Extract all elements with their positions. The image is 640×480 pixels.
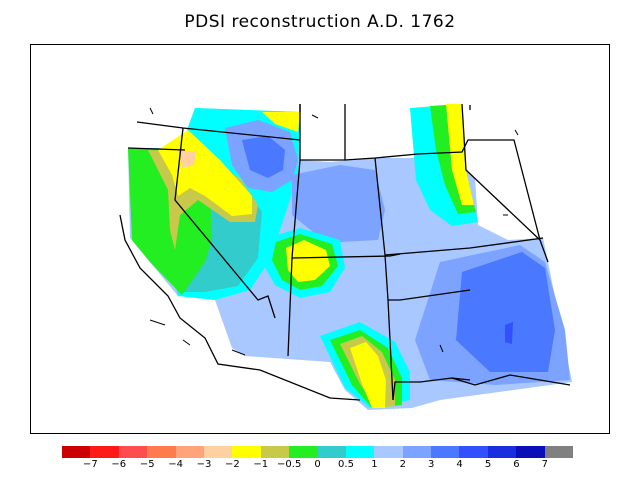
colorbar-tick-label: 2 <box>399 459 406 470</box>
colorbar-tick-label: −1 <box>253 459 269 470</box>
colorbar-swatch <box>62 446 91 458</box>
colorbar-tick-label: 0.5 <box>338 459 354 470</box>
colorbar-swatch <box>487 446 517 458</box>
pdsi-yellow-northeast <box>446 104 474 205</box>
colorbar-tick-label: 7 <box>541 459 548 470</box>
pdsi-blue3-southeast <box>505 322 513 344</box>
colorbar-swatch <box>402 446 432 458</box>
colorbar-swatch <box>374 446 403 458</box>
colorbar-swatch <box>260 446 290 458</box>
colorbar-swatch <box>544 446 574 458</box>
colorbar-swatch <box>516 446 545 458</box>
colorbar <box>62 446 574 458</box>
pdsi-yellow-south <box>350 342 386 408</box>
colorbar-tick-label: −7 <box>83 459 98 470</box>
colorbar-tick-label: −5 <box>139 459 155 470</box>
colorbar-tick-label: 1 <box>371 459 378 470</box>
colorbar-tick-label: 6 <box>513 459 520 470</box>
colorbar-swatch <box>289 446 318 458</box>
colorbar-swatch <box>147 446 176 458</box>
colorbar-tick-label: −2 <box>225 459 240 470</box>
colorbar-tick-label: 0 <box>314 459 321 470</box>
colorbar-tick-label: 4 <box>456 459 463 470</box>
state-boundaries <box>119 103 571 401</box>
pdsi-yellow-idaho <box>262 112 300 132</box>
colorbar-ticks: −7 −6 −5 −4 −3 −2 −1 −0.5 0 0.5 1 2 3 4 5 6 7 <box>0 459 640 475</box>
pdsi-peach-west <box>178 150 196 168</box>
pdsi-yellow-utah <box>286 240 330 282</box>
colorbar-swatch <box>431 446 460 458</box>
colorbar-tick-label: 3 <box>428 459 435 470</box>
colorbar-tick-label: −3 <box>196 459 212 470</box>
pdsi-blue-central <box>292 165 385 242</box>
pdsi-blue2-southeast <box>456 252 555 372</box>
colorbar-swatch <box>118 446 148 458</box>
colorbar-swatch <box>90 446 119 458</box>
colorbar-swatch <box>203 446 233 458</box>
colorbar-swatch <box>459 446 488 458</box>
colorbar-swatch <box>232 446 261 458</box>
map-frame <box>30 44 610 434</box>
colorbar-tick-label: −6 <box>111 459 127 470</box>
colorbar-swatch <box>345 446 375 458</box>
pdsi-blue2-idaho <box>242 136 285 178</box>
colorbar-tick-label: −0.5 <box>277 459 302 470</box>
colorbar-swatch <box>175 446 204 458</box>
colorbar-swatch <box>317 446 346 458</box>
coastline-islands <box>149 107 519 356</box>
colorbar-tick-label: 5 <box>484 459 492 470</box>
colorbar-tick-label: −4 <box>168 459 183 470</box>
page-title: PDSI reconstruction A.D. 1762 <box>184 12 456 32</box>
